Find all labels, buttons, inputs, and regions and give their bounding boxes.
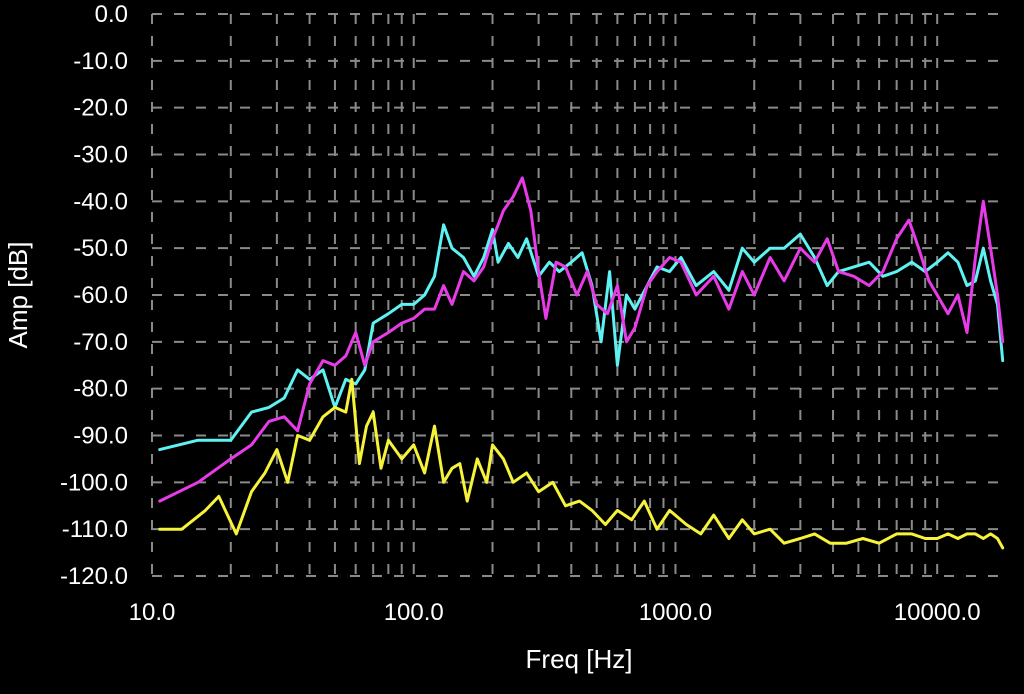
y-tick-label: 0.0 [95,1,128,28]
y-tick-label: -10.0 [73,48,128,75]
y-tick-label: -30.0 [73,142,128,169]
y-tick-label: -70.0 [73,329,128,356]
y-tick-label: -50.0 [73,235,128,262]
y-tick-label: -100.0 [60,469,128,496]
x-tick-labels: 10.0 100.0 1000.0 10000.0 [129,599,981,626]
x-tick-label: 100.0 [384,599,444,626]
y-tick-label: -20.0 [73,95,128,122]
grid [151,13,1004,577]
y-axis-label: Amp [dB] [3,242,33,349]
x-tick-label: 10000.0 [894,599,981,626]
x-tick-label: 1000.0 [639,599,712,626]
y-tick-labels: 0.0 -10.0 -20.0 -30.0 -40.0 -50.0 -60.0 -70.0 -8… [60,1,128,590]
y-tick-label: -110.0 [62,516,128,543]
x-tick-label: 10.0 [129,599,176,626]
y-tick-label: -40.0 [73,188,128,215]
y-tick-label: -60.0 [73,282,128,309]
series-layer [158,176,1005,550]
x-axis-label: Freq [Hz] [526,644,633,674]
series-line-2 [158,377,1005,550]
series-line-0 [158,223,1005,452]
y-tick-label: -90.0 [73,423,128,450]
y-tick-label: -80.0 [73,376,128,403]
y-tick-label: -120.0 [60,563,128,590]
series-line-1 [158,176,1005,503]
